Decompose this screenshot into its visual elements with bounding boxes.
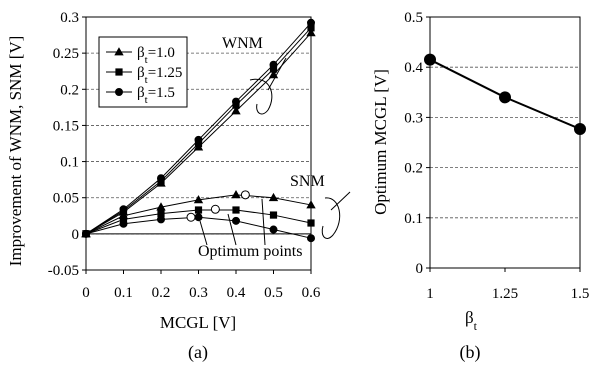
y-tick-label: 0 (72, 227, 80, 243)
panel-b: 0 0.1 0.2 0.3 0.4 0.5 1 1.25 1.5 βt Optimum MCG… (371, 10, 589, 363)
data-point-snm-circle (156, 215, 165, 224)
x-tick-label: 0.3 (189, 285, 208, 301)
data-point-wnm-circle (156, 174, 165, 183)
x-tick-label: 0.4 (227, 285, 246, 301)
data-point-snm-triangle (268, 192, 279, 202)
y-tick-label: 0.2 (404, 161, 423, 177)
legend-entry-label: βt=1.25 (137, 65, 182, 86)
x-tick-label: 0.2 (152, 285, 171, 301)
wnm-annotation: WNM (222, 35, 263, 52)
legend-marker-square (115, 68, 123, 76)
panel-b-plot-frame (429, 16, 581, 269)
panel-b-gridlines (430, 66, 580, 219)
y-tick-label: 0.05 (53, 191, 79, 207)
snm-leader-line (330, 191, 351, 211)
panel-b-x-tick-labels: 1 1.25 1.5 (426, 268, 589, 302)
data-point-snm-square (232, 206, 240, 214)
data-point-snm-circle (82, 229, 91, 238)
legend-box (98, 36, 188, 108)
optimum-point-marker (240, 190, 250, 200)
data-point-wnm-circle (306, 18, 315, 27)
data-point-snm-triangle (193, 195, 204, 204)
y-tick-label: 0.5 (404, 10, 423, 26)
optimum-arrow-1 (199, 220, 208, 246)
x-tick-label: 0.1 (114, 285, 133, 301)
optimum-points-annotation: Optimum points (198, 243, 302, 260)
y-tick-label: 0 (416, 261, 424, 277)
wnm-bracket-ellipse (249, 78, 273, 115)
data-point-snm-circle (194, 213, 203, 222)
y-tick-label: 0.1 (60, 155, 79, 171)
optimum-mcgl-point (424, 53, 436, 66)
optimum-point-marker (210, 204, 220, 214)
snm-bracket-ellipse (321, 197, 341, 239)
legend-entry-label: βt=1.0 (137, 45, 175, 66)
legend-marker-circle (115, 88, 124, 97)
data-point-wnm-triangle (306, 28, 316, 37)
y-tick-label: 0.15 (53, 118, 79, 134)
optimum-mcgl-point (574, 122, 586, 135)
panel-a-y-axis-title: Improvement of WNM, SNM [V] (6, 36, 25, 267)
panel-a-series (81, 18, 316, 243)
wnm-leader-line (267, 57, 287, 91)
y-tick-label: 0.1 (404, 211, 423, 227)
optimum-point-marker (186, 212, 196, 222)
panel-a-label: (a) (188, 342, 208, 363)
snm-annotation: SNM (290, 173, 325, 190)
legend-entry-label: βt=1.5 (137, 85, 175, 106)
x-tick-label: 0.6 (302, 285, 321, 301)
panel-a-x-axis-title: MCGL [V] (160, 313, 236, 332)
data-point-snm-square (194, 206, 203, 214)
panel-b-x-axis-title: βt (465, 308, 478, 333)
y-tick-label: 0.4 (404, 60, 423, 76)
data-point-snm-triangle (306, 200, 316, 209)
panel-b-series (424, 53, 586, 135)
x-tick-label: 1.5 (571, 286, 590, 302)
x-tick-label: 1.25 (492, 286, 518, 302)
panel-b-y-axis-title: Optimum MCGL [V] (371, 69, 390, 215)
data-point-snm-circle (306, 234, 315, 243)
data-point-snm-triangle (231, 190, 241, 199)
data-point-snm-circle (119, 219, 128, 228)
x-tick-label: 0.5 (264, 285, 283, 301)
data-point-wnm-circle (194, 135, 203, 144)
panel-a-y-tick-labels: -0.05 0 0.05 0.1 0.15 0.2 0.25 0.3 (48, 10, 86, 279)
legend-marker-triangle (114, 47, 124, 56)
data-point-wnm-circle (269, 60, 278, 69)
panel-a-x-tick-labels: 0 0.1 0.2 0.3 0.4 0.5 0.6 (82, 270, 321, 301)
panel-a-optimum-points (186, 190, 250, 222)
x-tick-label: 0 (82, 285, 90, 301)
y-tick-label: 0.3 (404, 110, 423, 126)
data-point-wnm-triangle (231, 106, 241, 115)
panel-b-y-tick-labels: 0 0.1 0.2 0.3 0.4 0.5 (404, 10, 430, 277)
data-point-snm-circle (231, 216, 240, 225)
y-tick-label: 0.2 (60, 82, 79, 98)
data-point-snm-square (307, 219, 315, 227)
optimum-label-background (196, 243, 298, 260)
y-tick-label: -0.05 (48, 263, 79, 279)
x-tick-label: 1 (426, 286, 434, 302)
data-point-wnm-circle (231, 97, 240, 106)
optimum-arrow-2 (227, 213, 237, 246)
data-point-snm-circle (269, 225, 278, 234)
y-tick-label: 0.25 (53, 46, 79, 62)
optimum-arrow-3 (261, 198, 266, 246)
panel-b-label: (b) (460, 342, 481, 363)
y-tick-label: 0.3 (60, 10, 79, 26)
optimum-mcgl-point (499, 91, 511, 104)
data-point-snm-square (269, 211, 278, 219)
